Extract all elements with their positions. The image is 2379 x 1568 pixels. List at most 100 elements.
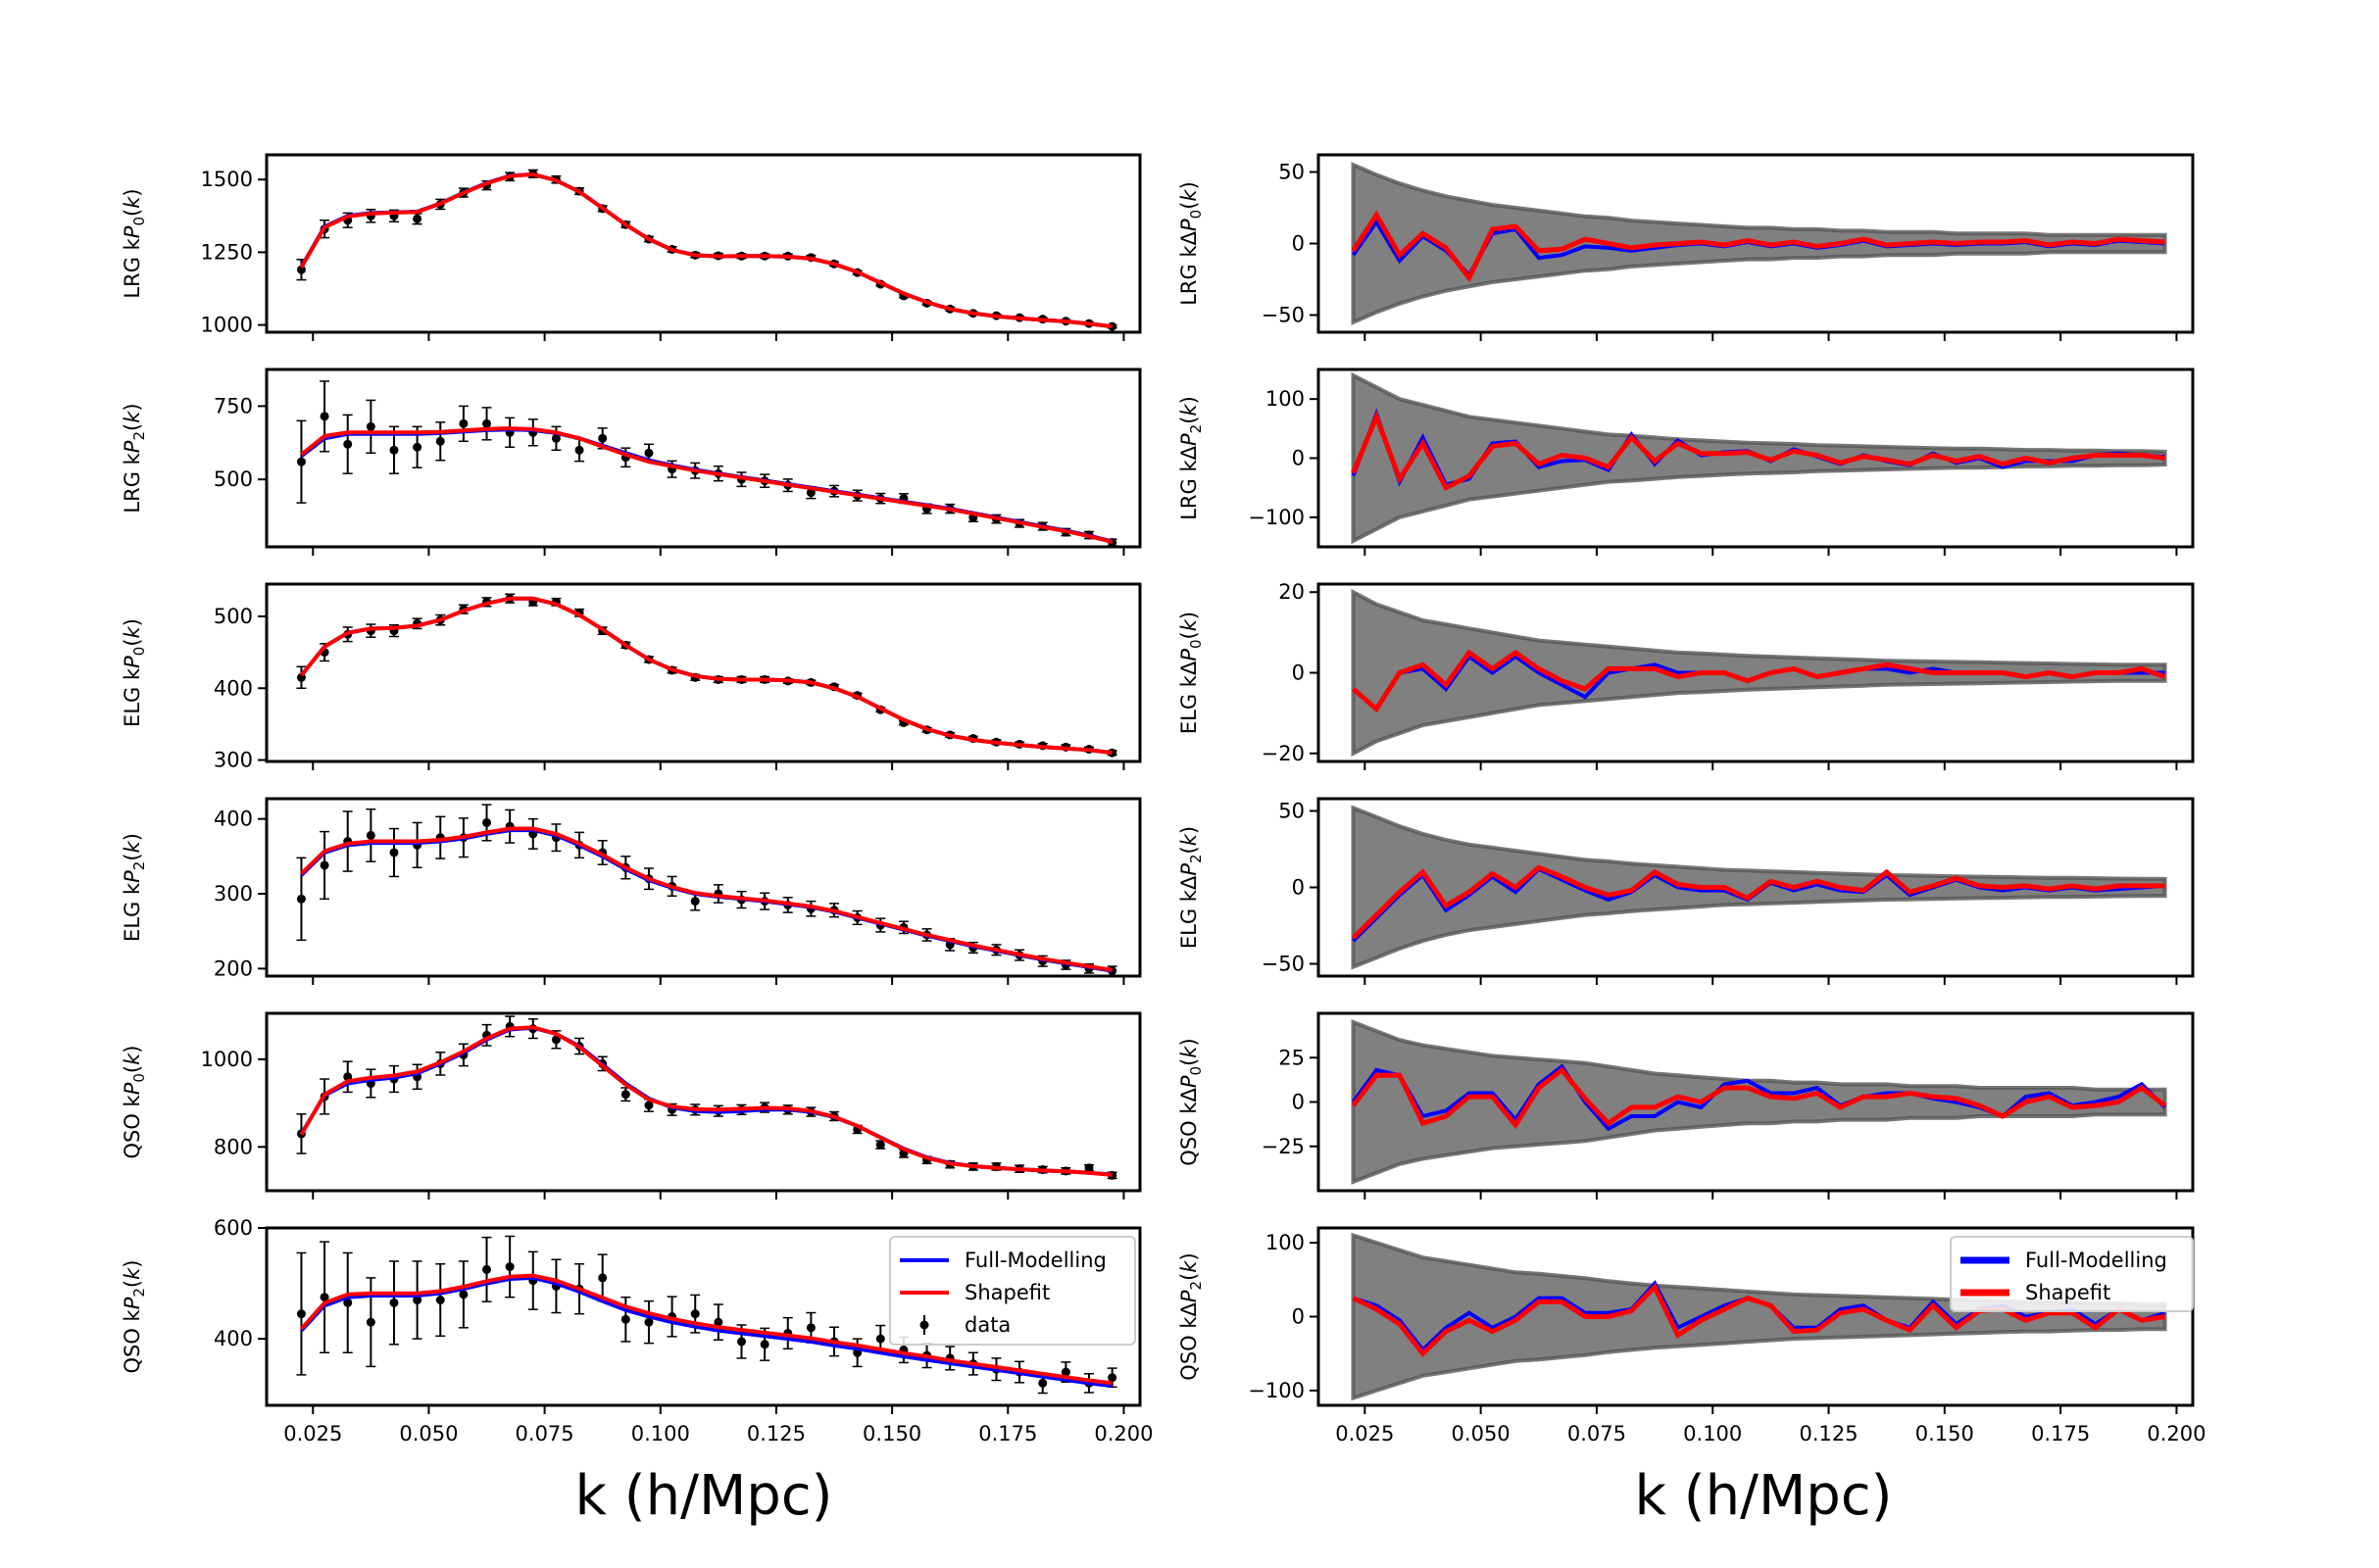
y-axis-label: QSO kΔP0(k) — [1177, 1038, 1205, 1165]
data-point — [482, 1264, 492, 1274]
data-point — [366, 421, 375, 431]
plot-area — [1351, 805, 2167, 970]
y-tick-label: 400 — [214, 676, 253, 700]
legend-box — [889, 1236, 1136, 1346]
data-point — [875, 1334, 885, 1344]
panel-left-5: 800 1000 QSO kP0(k) — [121, 1011, 1142, 1200]
data-point — [620, 1314, 630, 1324]
shapefit-line — [299, 1025, 1113, 1177]
residual-shapefit-line — [1351, 1066, 2167, 1130]
x-tick-label: 0.150 — [863, 1422, 921, 1446]
x-tick-label: 0.050 — [399, 1422, 458, 1446]
y-tick-label: 1250 — [201, 240, 253, 264]
data-point — [343, 439, 353, 449]
legend-box — [1950, 1236, 2194, 1312]
data-point — [366, 1317, 375, 1327]
y-tick-label: 500 — [214, 467, 253, 491]
data-point — [644, 1317, 654, 1327]
panel-left-6: 400 600 0.025 0.050 0.075 0.100 0.125 0.150 0.17… — [121, 1216, 1154, 1446]
x-tick-label: 0.100 — [631, 1422, 690, 1446]
y-tick-label: −50 — [1262, 953, 1305, 976]
data-point — [875, 1140, 885, 1150]
data-point — [413, 1296, 422, 1305]
y-tick-label: 600 — [214, 1216, 253, 1240]
x-tick-label: 0.200 — [2147, 1422, 2206, 1446]
data-point — [389, 848, 399, 858]
data-point — [459, 1290, 469, 1299]
shapefit-line — [300, 1273, 1113, 1386]
shapefit-line — [299, 172, 1113, 329]
x-tick-label: 0.125 — [747, 1422, 806, 1446]
full-modelling-line — [299, 172, 1113, 329]
x-tick-label: 0.025 — [1335, 1422, 1394, 1446]
panel-right-2: −100 0 100 LRG kΔP2(k) — [1177, 368, 2195, 556]
panel-right-3: −20 0 20 ELG kΔP0(k) — [1177, 580, 2195, 770]
plot-area — [1351, 1019, 2167, 1185]
y-tick-label: 0 — [1292, 876, 1305, 900]
y-tick-label: −20 — [1262, 742, 1305, 765]
plot-area — [1351, 588, 2167, 758]
y-tick-label: 0 — [1292, 662, 1305, 685]
y-axis-label: ELG kΔP0(k) — [1177, 612, 1205, 734]
x-axis-label-left: k (h/Mpc) — [575, 1464, 833, 1528]
y-tick-label: 1000 — [201, 314, 253, 337]
panel-right-4: −50 0 50 ELG kΔP2(k) — [1177, 797, 2195, 985]
y-axis-label: ELG kP0(k) — [121, 618, 148, 727]
plot-area — [296, 380, 1117, 547]
y-tick-label: 400 — [214, 808, 253, 831]
data-point — [435, 436, 445, 446]
data-point — [760, 1340, 769, 1349]
plot-area — [1351, 371, 2167, 545]
panel-frame — [265, 582, 1142, 763]
residual-shapefit-line — [1351, 649, 2166, 713]
legend-label: Full-Modelling — [965, 1249, 1107, 1272]
x-tick-label: 0.125 — [1799, 1422, 1858, 1446]
panel-frame — [265, 1011, 1142, 1193]
y-tick-label: 0 — [1292, 447, 1305, 470]
data-point — [505, 1262, 515, 1272]
y-axis-label: ELG kP2(k) — [121, 833, 148, 942]
y-axis-label: LRG kΔP2(k) — [1177, 396, 1205, 520]
y-tick-label: 300 — [214, 882, 253, 906]
y-tick-label: 20 — [1278, 580, 1305, 604]
legend-label: Shapefit — [965, 1281, 1050, 1304]
data-point — [366, 830, 375, 840]
data-point — [1038, 1378, 1048, 1388]
y-tick-label: 1500 — [201, 168, 253, 191]
data-point — [644, 448, 654, 458]
data-point — [296, 1309, 306, 1319]
data-point — [620, 1090, 630, 1100]
legend-label: Shapefit — [2025, 1281, 2110, 1304]
data-point — [296, 457, 306, 466]
data-point — [320, 1293, 329, 1302]
data-point — [598, 1273, 608, 1283]
y-axis-label: LRG kΔP0(k) — [1177, 181, 1205, 306]
legend-label: data — [965, 1313, 1011, 1337]
residual-full-modelling-line — [1351, 1063, 2167, 1132]
y-tick-label: 100 — [1265, 387, 1305, 411]
data-point — [482, 817, 492, 827]
data-point — [459, 418, 469, 428]
y-tick-label: −50 — [1262, 303, 1305, 326]
data-point — [320, 860, 329, 870]
panel-frame — [265, 1226, 1142, 1407]
x-axis-label-right: k (h/Mpc) — [1635, 1464, 1893, 1528]
data-point — [806, 1323, 816, 1333]
plot-area — [296, 169, 1117, 331]
error-band — [1351, 1019, 2167, 1185]
data-point — [343, 1298, 353, 1307]
full-modelling-line — [300, 427, 1114, 544]
x-tick-label: 0.200 — [1094, 1422, 1153, 1446]
panel-frame — [265, 153, 1142, 334]
x-tick-label: 0.175 — [2031, 1422, 2090, 1446]
panel-right-1: −50 0 50 LRG kΔP0(k) — [1177, 153, 2195, 341]
legend-label: Full-Modelling — [2025, 1249, 2167, 1272]
plot-area — [296, 804, 1117, 976]
panel-frame — [265, 797, 1142, 978]
legend-right: Full-Modelling Shapefit — [1950, 1236, 2194, 1312]
data-point — [714, 1317, 723, 1327]
panel-frame — [265, 368, 1142, 549]
y-tick-label: 500 — [214, 605, 253, 628]
data-point — [1108, 1373, 1117, 1383]
